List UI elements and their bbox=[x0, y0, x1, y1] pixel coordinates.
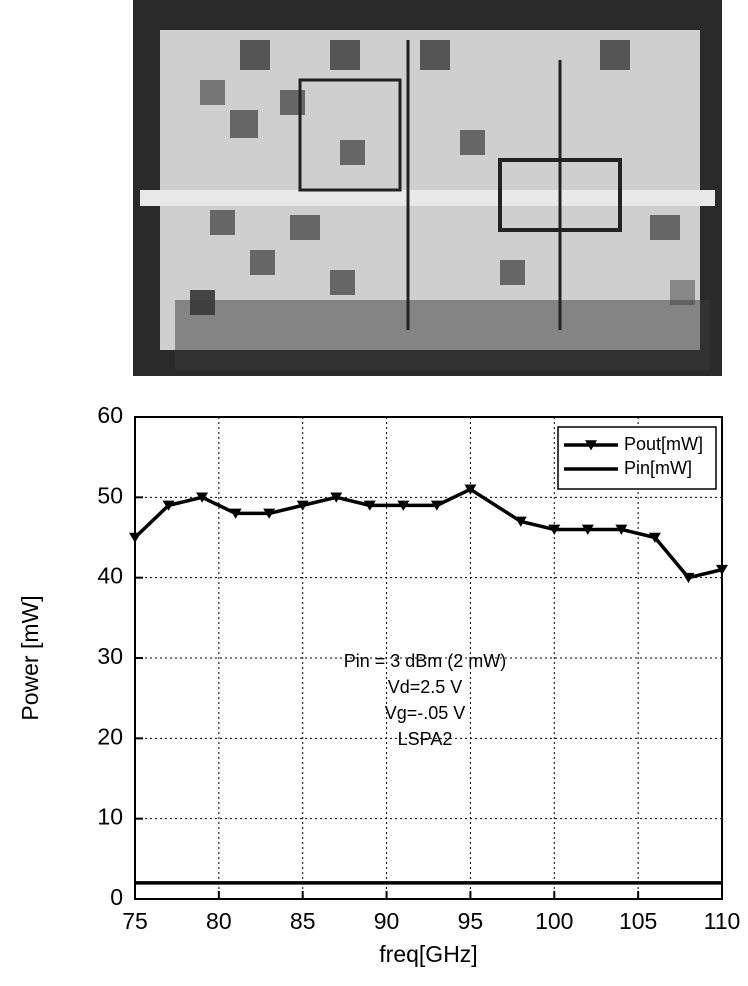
annotation: Pin = 3 dBm (2 mW) bbox=[344, 651, 507, 671]
x-tick-label: 75 bbox=[122, 908, 148, 934]
y-tick-label: 0 bbox=[110, 884, 123, 910]
marker bbox=[581, 524, 594, 535]
marker bbox=[330, 492, 343, 503]
marker bbox=[263, 508, 276, 519]
marker bbox=[615, 524, 628, 535]
marker bbox=[648, 532, 661, 543]
annotation: LSPA2 bbox=[398, 729, 453, 749]
marker bbox=[363, 500, 376, 511]
marker bbox=[196, 492, 209, 503]
x-tick-label: 95 bbox=[458, 908, 484, 934]
annotation: Vd=2.5 V bbox=[388, 677, 463, 697]
marker bbox=[548, 524, 561, 535]
marker bbox=[296, 500, 309, 511]
x-axis-title: freq[GHz] bbox=[379, 941, 477, 967]
marker bbox=[682, 572, 695, 584]
x-tick-label: 80 bbox=[206, 908, 232, 934]
y-tick-label: 10 bbox=[97, 804, 123, 830]
y-tick-label: 20 bbox=[97, 723, 123, 749]
x-tick-label: 90 bbox=[374, 908, 400, 934]
marker bbox=[464, 484, 477, 495]
marker bbox=[716, 564, 728, 576]
y-tick-label: 60 bbox=[97, 402, 123, 428]
y-tick-label: 50 bbox=[97, 482, 123, 508]
legend-marker bbox=[585, 440, 597, 451]
plot-area bbox=[135, 417, 722, 899]
chip-photo bbox=[133, 0, 722, 376]
legend-label: Pin[mW] bbox=[624, 458, 692, 478]
legend-box bbox=[557, 426, 717, 490]
marker bbox=[514, 516, 527, 527]
annotation: Vg=-.05 V bbox=[385, 703, 466, 723]
marker bbox=[397, 500, 410, 511]
plot-frame bbox=[134, 416, 723, 900]
x-tick-label: 105 bbox=[619, 908, 657, 934]
legend-label: Pout[mW] bbox=[624, 434, 703, 454]
y-axis-title: Power [mW] bbox=[17, 595, 43, 720]
x-tick-label: 100 bbox=[535, 908, 573, 934]
series-line bbox=[133, 487, 723, 580]
y-tick-label: 40 bbox=[97, 563, 123, 589]
marker bbox=[430, 500, 443, 511]
marker bbox=[162, 500, 175, 511]
marker bbox=[129, 532, 141, 543]
y-tick-label: 30 bbox=[97, 643, 123, 669]
marker bbox=[229, 508, 242, 519]
x-tick-label: 85 bbox=[290, 908, 316, 934]
x-tick-label: 110 bbox=[704, 908, 741, 934]
